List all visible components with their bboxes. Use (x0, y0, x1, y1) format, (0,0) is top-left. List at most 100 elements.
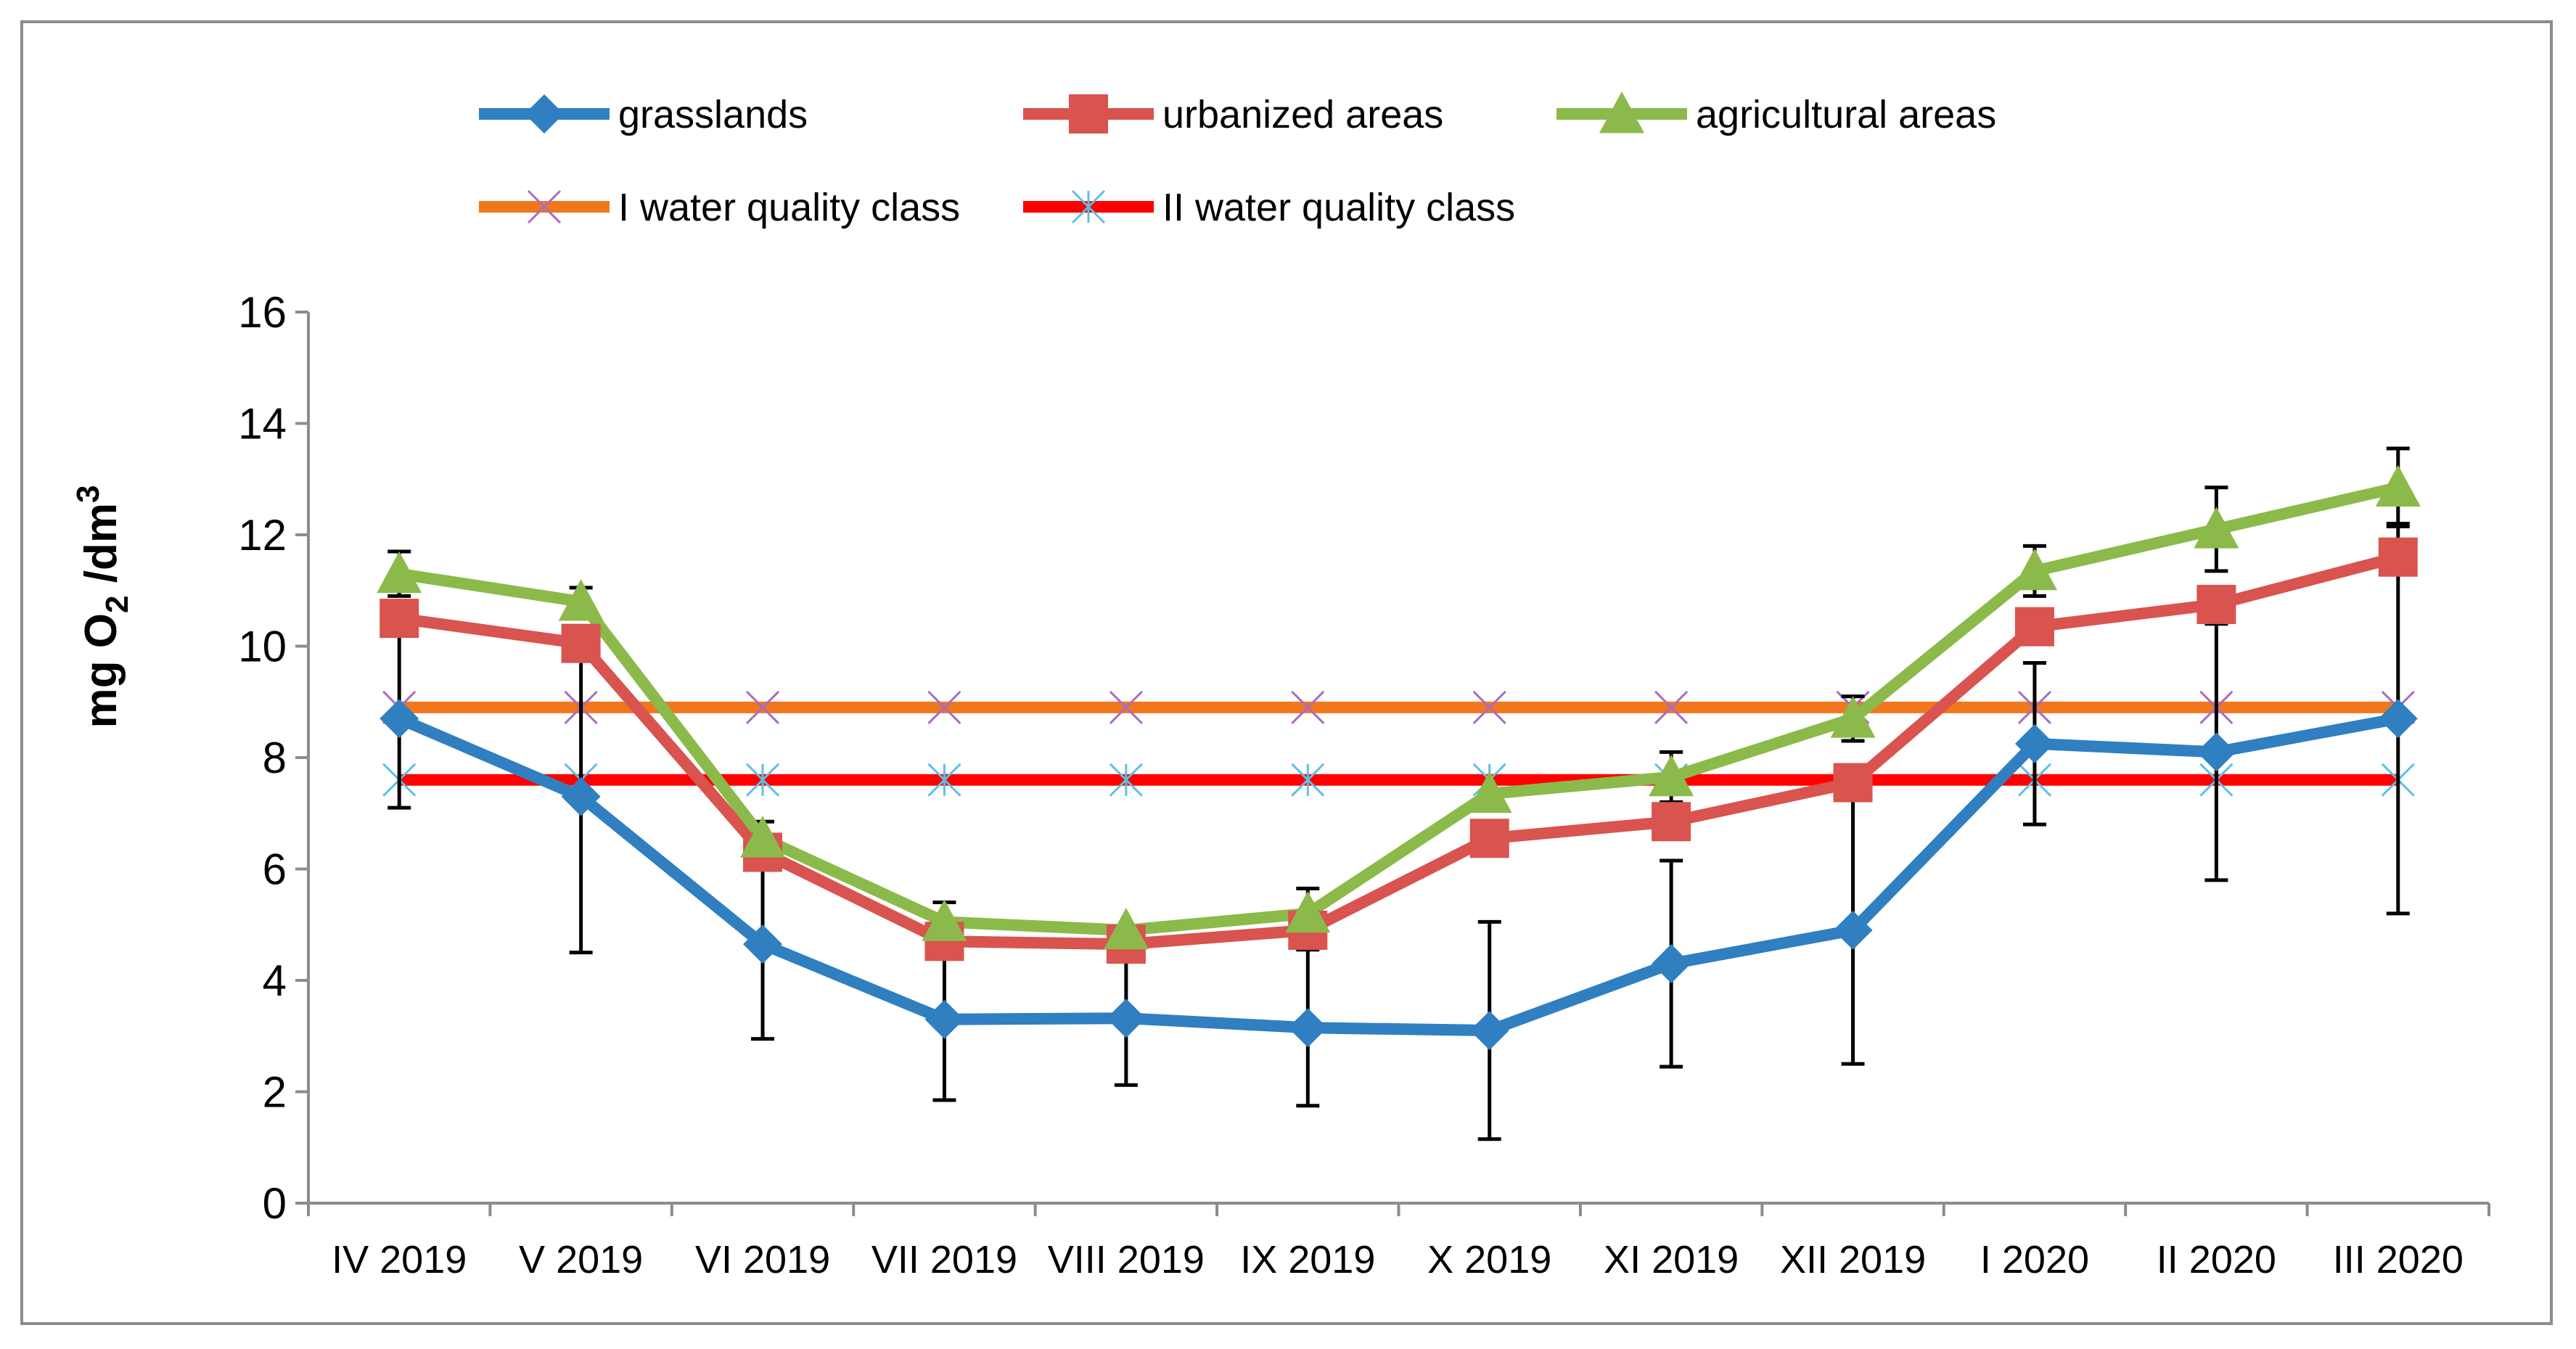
series-lines (397, 481, 2400, 1037)
x-tick-label: VI 2019 (695, 1238, 830, 1282)
legend-item-urbanized-areas: urbanized areas (1023, 93, 1443, 136)
agricultural-areas-point (2375, 464, 2421, 507)
i-water-quality-class-point-stroke-b (1109, 690, 1143, 724)
i-water-quality-class-point (745, 690, 780, 724)
x-tick-label: XI 2019 (1604, 1238, 1739, 1282)
legend-item-grasslands: grasslands (479, 93, 808, 136)
agricultural-areas-point (1830, 696, 1876, 738)
y-axis-label-sup: 3 (70, 485, 106, 503)
ii-water-quality-class-point (745, 763, 780, 797)
grasslands-point (2014, 723, 2054, 763)
grasslands-point (2378, 699, 2418, 739)
x-tick-label: IV 2019 (332, 1238, 467, 1282)
legend-label-urbanized-areas: urbanized areas (1162, 93, 1443, 136)
legend-marker-i-water-quality-class (527, 189, 562, 224)
y-axis-label: mg O2 /dm3 (70, 485, 135, 729)
urbanized-areas-point (2014, 607, 2054, 647)
y-tick-label: 14 (238, 400, 287, 448)
grasslands-point (1833, 910, 1873, 950)
agricultural-areas-point (2011, 548, 2057, 591)
agricultural-areas-point (1467, 771, 1512, 813)
urbanized-areas-point (1652, 802, 1691, 842)
x-tick-label: IX 2019 (1240, 1238, 1375, 1282)
legend-label-ii-water-quality-class: II water quality class (1162, 186, 1515, 229)
i-water-quality-class-point (927, 690, 961, 724)
legend-marker-urbanized-areas (1069, 94, 1108, 134)
grasslands-point (1652, 943, 1691, 983)
legend-label-agricultural-areas: agricultural areas (1696, 93, 1996, 136)
agricultural-areas-point (377, 551, 422, 594)
i-water-quality-class-point-stroke-b (745, 690, 780, 724)
y-tick-label: 12 (238, 511, 287, 559)
grasslands-point (1288, 1008, 1328, 1048)
series-markers (377, 464, 2421, 1051)
urbanized-areas-point (561, 623, 601, 663)
x-tick-label: X 2019 (1427, 1238, 1551, 1282)
y-tick-label: 4 (263, 956, 287, 1005)
i-water-quality-class-point-stroke-b (1291, 690, 1325, 724)
i-water-quality-class-point-stroke-b (1472, 690, 1506, 724)
grasslands-line (397, 713, 2400, 1037)
agricultural-areas-point (740, 816, 786, 858)
y-tick-label: 10 (238, 623, 287, 671)
y-tick-label: 6 (263, 845, 287, 894)
legend-label-i-water-quality-class: I water quality class (618, 186, 960, 229)
urbanized-areas-point (1833, 763, 1873, 803)
axes: 0 2 4 6 8 10 12 14 16 IV 2019 V 2019 VI 2019 VII 201… (238, 288, 2490, 1282)
y-tick-label: 16 (238, 288, 287, 337)
grasslands-point (924, 999, 964, 1039)
ii-water-quality-class-point (1291, 763, 1325, 797)
agricultural-areas-point (1649, 754, 1694, 797)
y-tick-label: 2 (263, 1068, 287, 1117)
chart-frame (20, 20, 2553, 1325)
urbanized-areas-line (398, 551, 2400, 951)
urbanized-areas-point (2378, 537, 2418, 577)
i-water-quality-class-point (1472, 690, 1506, 724)
agricultural-areas-point (558, 579, 604, 621)
agricultural-areas-point (1285, 890, 1331, 933)
y-axis-label-main: mg O (76, 613, 126, 728)
ii-water-quality-class-point (1109, 763, 1143, 797)
i-water-quality-class-point (1109, 690, 1143, 724)
agricultural-areas-line (398, 481, 2400, 936)
y-tick-label: 0 (263, 1179, 287, 1228)
urbanized-areas-point (1469, 819, 1509, 858)
i-water-quality-class-point (1291, 690, 1325, 724)
agricultural-areas-point (922, 899, 967, 941)
legend: grasslands urbanized areas agricultural ar… (479, 91, 1996, 229)
x-tick-label: VIII 2019 (1048, 1238, 1205, 1282)
y-axis-label-sub: 2 (99, 596, 135, 613)
legend-marker-i-water-quality-class-stroke-b (527, 189, 562, 224)
grasslands-point (743, 924, 783, 964)
svg-text:mg O2 /dm3: mg O2 /dm3 (70, 485, 135, 729)
urbanized-areas-point (2196, 584, 2236, 624)
i-water-quality-class-point-stroke-b (1654, 690, 1689, 724)
x-tick-label: V 2019 (519, 1238, 643, 1282)
grasslands-point (1106, 999, 1146, 1038)
x-tick-label: VII 2019 (871, 1238, 1017, 1282)
i-water-quality-class-point-stroke-b (927, 690, 961, 724)
x-tick-label: I 2020 (1980, 1238, 2089, 1282)
legend-item-i-water-quality-class: I water quality class (479, 186, 960, 229)
grasslands-point (1469, 1011, 1509, 1051)
ii-water-quality-class-point (927, 763, 961, 797)
x-tick-label: XII 2019 (1780, 1238, 1926, 1282)
y-axis-label-mid: /dm (76, 503, 126, 595)
x-tick-label: II 2020 (2157, 1238, 2276, 1282)
x-tick-label: III 2020 (2333, 1238, 2464, 1282)
agricultural-areas-point (2194, 507, 2239, 549)
legend-marker-ii-water-quality-class (1071, 189, 1106, 224)
legend-item-ii-water-quality-class: II water quality class (1023, 186, 1515, 229)
urbanized-areas-point (380, 599, 419, 639)
legend-label-grasslands: grasslands (618, 93, 808, 136)
y-tick-label: 8 (263, 734, 287, 782)
agricultural-areas-point (1103, 907, 1149, 950)
grasslands-point (2196, 732, 2236, 772)
grasslands-point (561, 776, 601, 816)
legend-marker-grasslands (525, 94, 564, 134)
i-water-quality-class-point (1654, 690, 1689, 724)
legend-marker-agricultural-areas (1599, 91, 1644, 134)
legend-item-agricultural-areas: agricultural areas (1556, 91, 1996, 136)
grasslands-point (380, 699, 419, 739)
